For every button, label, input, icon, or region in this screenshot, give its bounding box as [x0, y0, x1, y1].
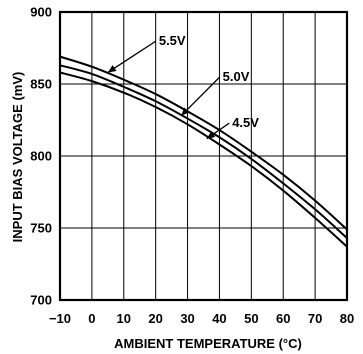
series-label-4p5v: 4.5V — [232, 115, 259, 130]
y-tick-label: 900 — [30, 5, 52, 20]
series-layer — [59, 55, 348, 248]
annotation-arrowhead — [206, 131, 216, 139]
series-line-5p5v — [59, 55, 348, 231]
x-tick-label: −10 — [49, 311, 71, 326]
x-tick-label: 60 — [276, 311, 290, 326]
x-tick-label: 80 — [340, 311, 354, 326]
annotation-arrowhead — [181, 107, 190, 116]
series-line-4p5v — [59, 71, 348, 248]
x-tick-label: 70 — [308, 311, 322, 326]
annotation-arrow-line — [180, 76, 221, 117]
x-tick-label: 20 — [148, 311, 162, 326]
x-tick-label: 50 — [244, 311, 258, 326]
plot-frame-layer — [58, 10, 349, 302]
annotations: 5.5V 5.0V 4.5V — [107, 33, 259, 140]
x-tick-label: 10 — [117, 311, 131, 326]
series-line-5p0v — [59, 64, 348, 239]
x-axis-label: AMBIENT TEMPERATURE (°C) — [114, 336, 302, 351]
annotation-arrowhead — [107, 65, 117, 73]
x-tick-label: 40 — [212, 311, 226, 326]
x-tick-label: 30 — [180, 311, 194, 326]
series-label-5p5v: 5.5V — [159, 33, 186, 48]
y-tick-label: 850 — [30, 77, 52, 92]
series-label-5p0v: 5.0V — [223, 69, 250, 84]
grid — [60, 12, 347, 300]
y-axis-label: INPUT BIAS VOLTAGE (mV) — [10, 72, 25, 243]
tick-labels: −10 0 10 20 30 40 50 60 70 80 700 750 800 850 900 — [30, 5, 354, 327]
y-tick-label: 700 — [30, 293, 52, 308]
y-tick-label: 800 — [30, 149, 52, 164]
x-tick-label: 0 — [88, 311, 95, 326]
y-tick-label: 750 — [30, 221, 52, 236]
plot-frame — [58, 10, 349, 302]
annotation-arrow-line — [107, 40, 157, 74]
